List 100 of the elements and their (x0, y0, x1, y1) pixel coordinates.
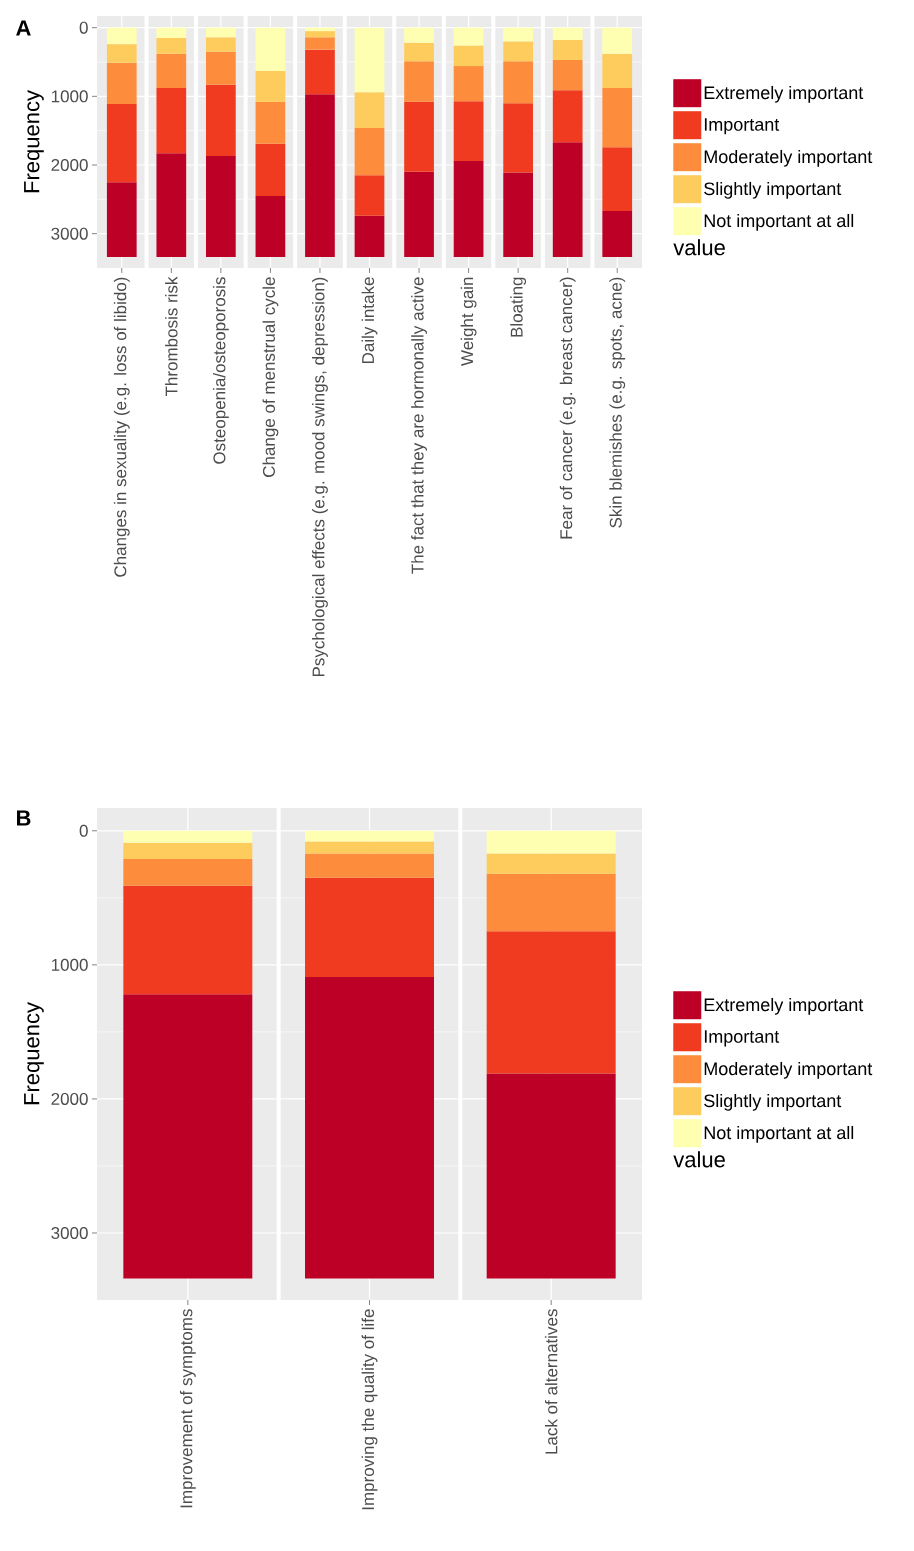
bar (106, 182, 137, 258)
y-axis-title: Frequency (24, 1002, 44, 1105)
bar (305, 841, 434, 854)
bar (305, 49, 335, 95)
bar (453, 66, 484, 102)
bar (354, 175, 385, 216)
bar (404, 101, 434, 172)
bar (486, 873, 616, 932)
bar (453, 45, 484, 67)
bar (354, 127, 385, 176)
x-tick-label: Thrombosis risk (165, 276, 178, 397)
bar (602, 88, 633, 148)
bar (206, 156, 236, 258)
bar (106, 103, 137, 183)
bar (156, 153, 187, 258)
bar (486, 931, 616, 1074)
bar (602, 53, 633, 89)
bar (305, 853, 434, 878)
bar (255, 101, 286, 144)
y-tick-label: 1000 (51, 958, 88, 971)
bar (305, 830, 434, 842)
x-tick-label: Change of menstrual cycle (262, 277, 279, 477)
bar (255, 27, 286, 71)
bar (123, 858, 253, 886)
bar (552, 142, 583, 258)
y-tick-label: 3000 (51, 227, 88, 240)
y-axis-title: Frequency (24, 90, 44, 193)
y-tick-label: 2000 (51, 1092, 88, 1105)
bar (453, 160, 484, 258)
legend-label: Not important at all (704, 1125, 854, 1143)
bar (552, 90, 583, 143)
bar (156, 27, 187, 38)
y-tick-label: 0 (79, 824, 88, 837)
bar (486, 1073, 616, 1279)
x-tick-label: Weight gain (460, 277, 477, 366)
legend-label: Moderately important (704, 149, 873, 167)
x-tick-label: Changes in sexuality (e.g. loss of libido) (113, 277, 130, 577)
x-tick-label: Skin blemishes (e.g. spots, acne) (609, 277, 626, 528)
legend-label: Important (704, 1030, 780, 1047)
bar (404, 27, 434, 43)
x-tick-label: Psychological effects (e.g. mood swings, depression) (312, 277, 328, 677)
bar (206, 27, 236, 38)
x-tick-label: Daily intake (361, 277, 378, 364)
bar (552, 59, 583, 91)
bar (486, 853, 616, 874)
bar (503, 103, 533, 173)
bar (552, 40, 583, 60)
bar (503, 41, 533, 62)
bar (106, 44, 137, 63)
bar (156, 88, 187, 154)
bar (106, 27, 137, 45)
x-tick-label: Improving the quality of life (361, 1309, 378, 1510)
bar (123, 885, 253, 995)
bar (305, 94, 335, 258)
x-tick-label: Fear of cancer (e.g. breast cancer) (559, 277, 576, 539)
bar (123, 842, 253, 859)
bar (486, 830, 616, 854)
bar (503, 27, 533, 42)
bar (305, 37, 335, 50)
bar (602, 211, 633, 258)
bar (255, 143, 286, 196)
legend-label: Extremely important (704, 997, 864, 1015)
chart-title: B (17, 810, 31, 826)
bar (123, 994, 253, 1279)
bar (255, 195, 286, 258)
legend-label: Moderately important (704, 1061, 873, 1079)
x-tick-label: Improvement of symptoms (179, 1309, 196, 1508)
legend-label: Important (704, 118, 780, 135)
bar (404, 61, 434, 102)
bar (156, 37, 187, 54)
y-tick-label: 2000 (51, 158, 88, 172)
bar (503, 172, 533, 258)
bar (354, 27, 385, 93)
bar (552, 27, 583, 41)
bar (106, 62, 137, 104)
legend-title: value (673, 239, 725, 256)
bar (156, 53, 187, 89)
bar (453, 27, 484, 46)
bar (305, 31, 335, 38)
x-tick-label: The fact that they are hormonally active (411, 277, 427, 574)
bar (602, 147, 633, 211)
legend-label: Slightly important (704, 181, 842, 199)
legend-title: value (673, 1151, 725, 1168)
x-tick-label: Osteopenia/osteoporosis (212, 277, 229, 464)
bar (453, 101, 484, 161)
legend-label: Slightly important (704, 1093, 842, 1111)
bar (404, 171, 434, 258)
bar (404, 42, 434, 62)
bar (354, 92, 385, 128)
bar (305, 877, 434, 977)
bar (206, 84, 236, 157)
y-tick-label: 1000 (51, 90, 88, 103)
bar (354, 215, 385, 258)
bar (602, 27, 633, 54)
legend-label: Extremely important (704, 85, 864, 103)
bar (206, 51, 236, 85)
bar (123, 830, 253, 843)
y-tick-label: 3000 (51, 1226, 88, 1239)
x-tick-label: Bloating (510, 277, 527, 337)
legend-label: Not important at all (704, 213, 854, 231)
